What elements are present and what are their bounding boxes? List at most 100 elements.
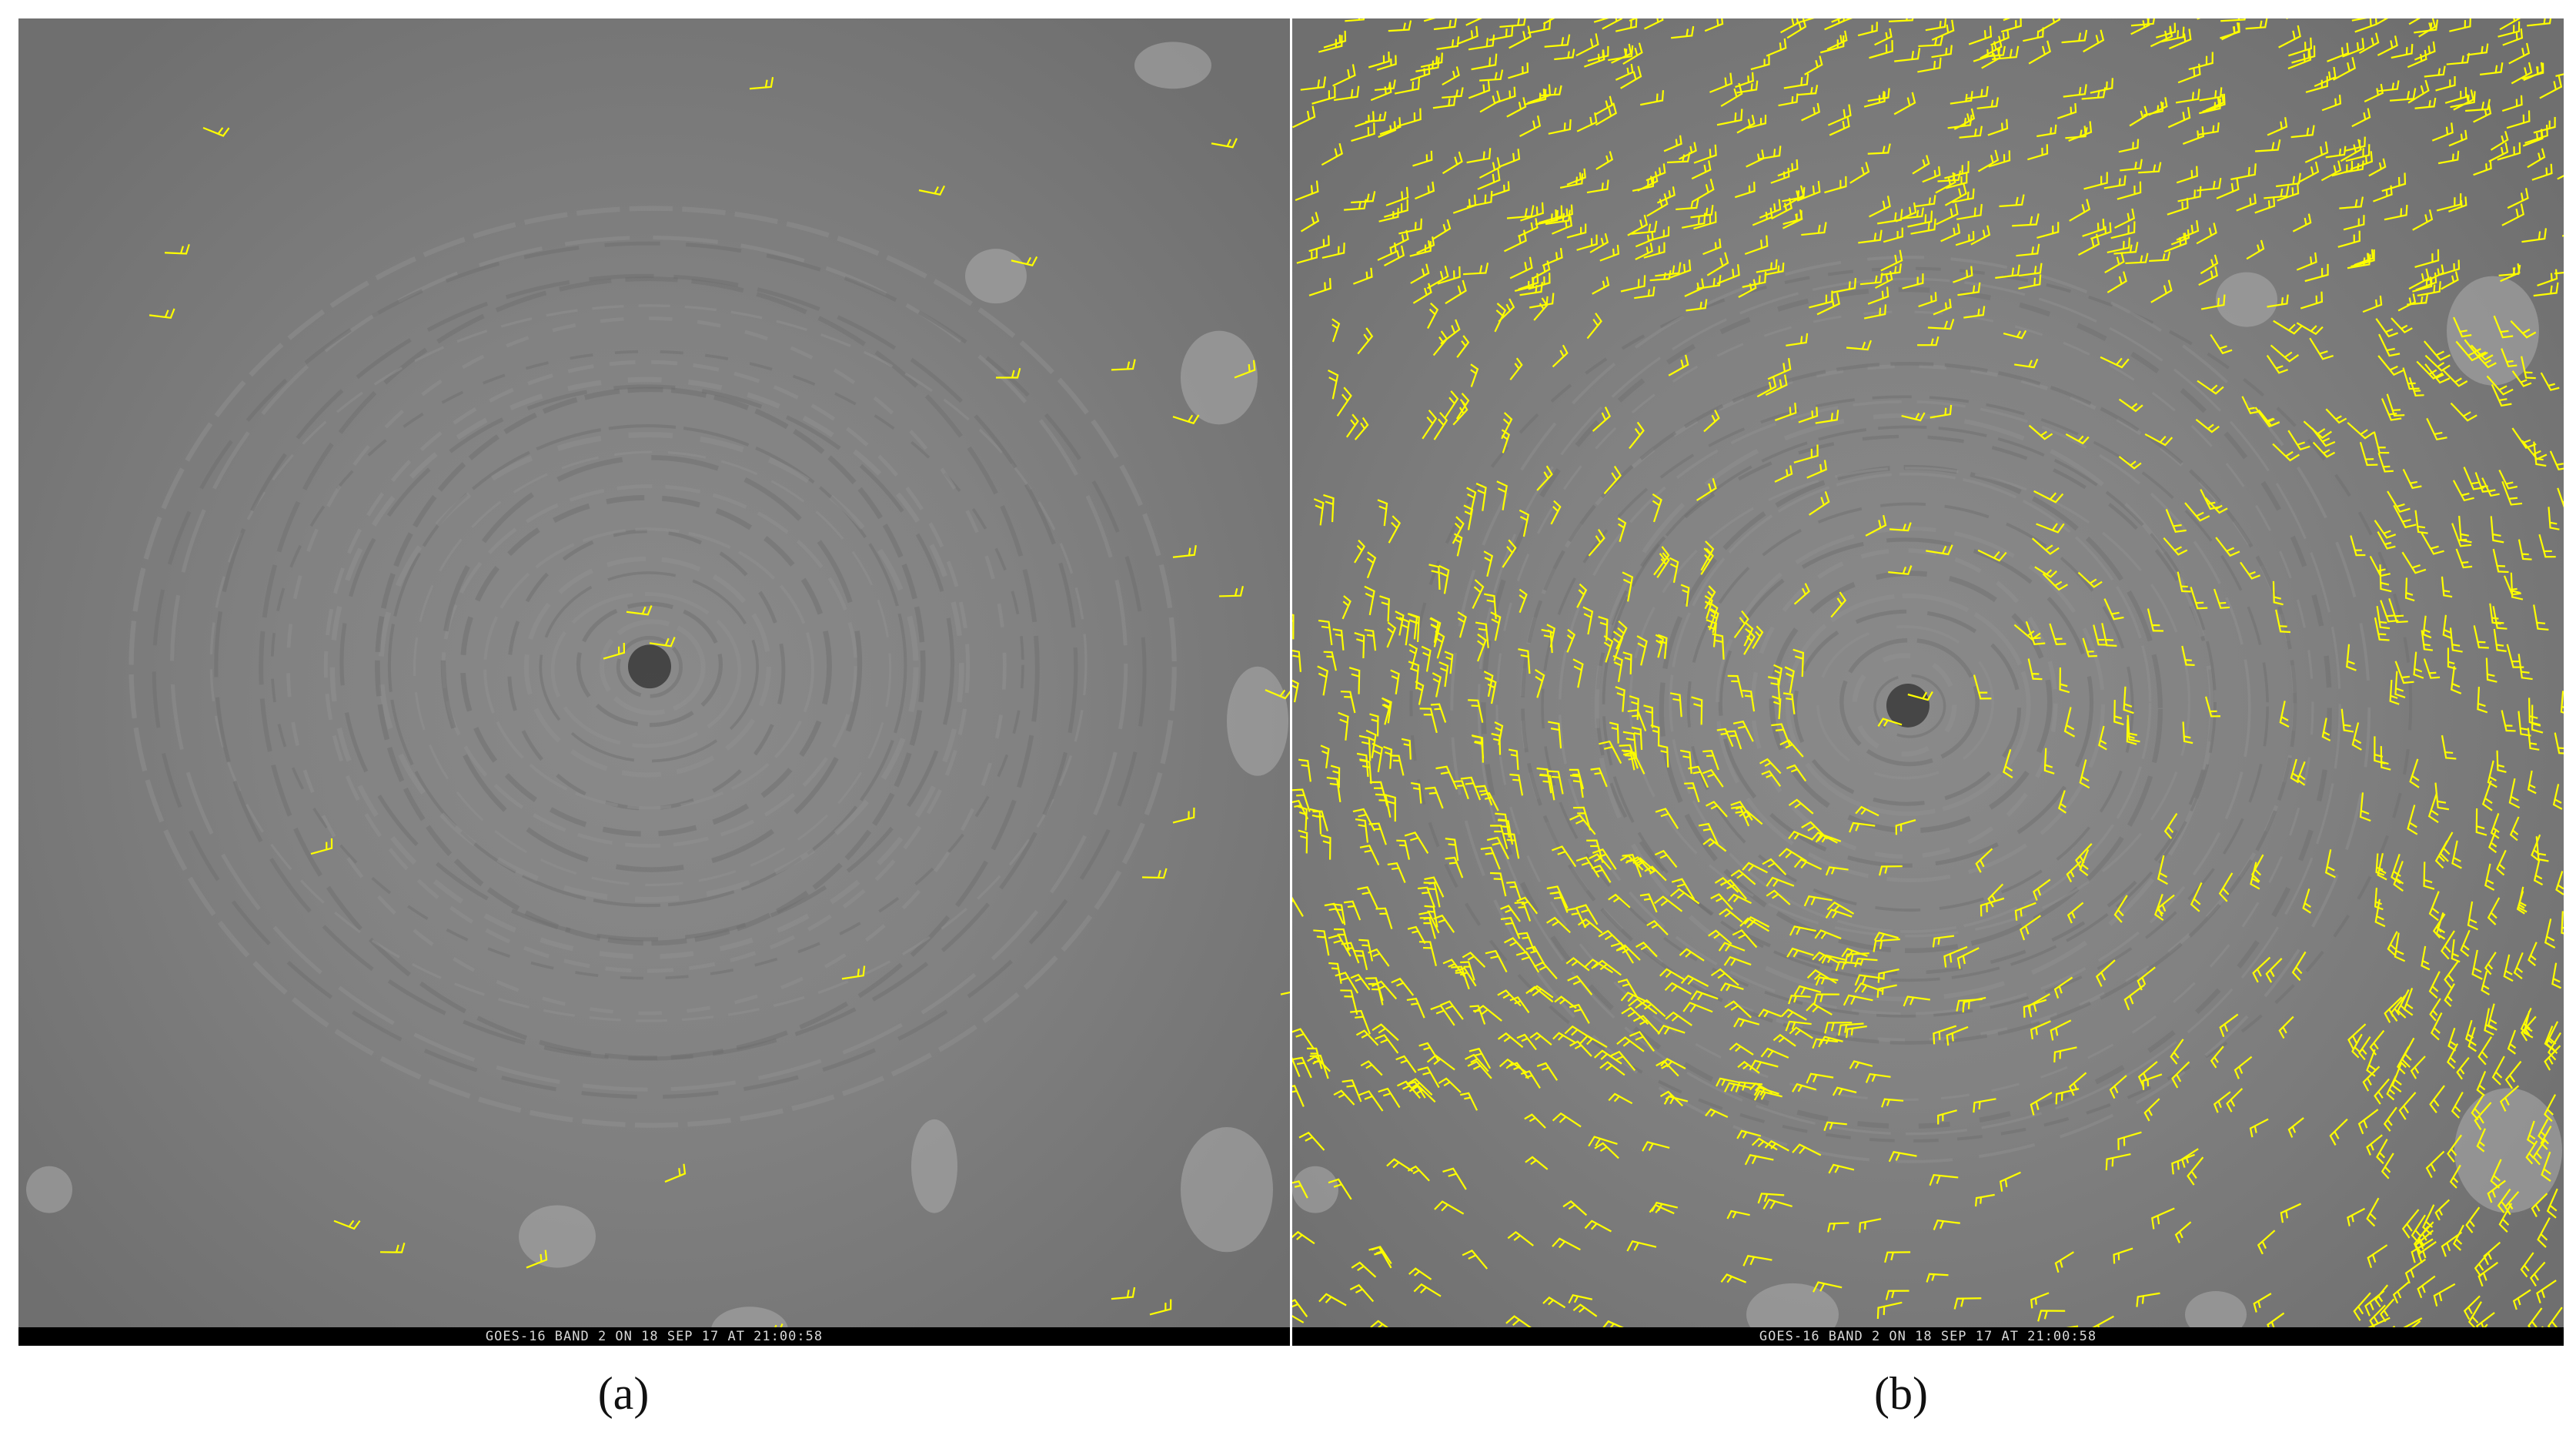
wind-barb [1912,155,1930,175]
wind-barb [2398,1092,2417,1120]
wind-barb [1292,1056,1301,1078]
wind-barb [1516,896,1539,915]
wind-barb [2456,1056,2470,1080]
wind-barb [2525,1140,2538,1165]
wind-barb [2432,913,2446,938]
wind-barb [2175,89,2200,104]
cumulus-cloud [1134,42,1211,89]
cumulus-cloud [2185,1291,2247,1327]
wind-barb [1354,632,1365,659]
wind-barb [2383,1106,2397,1132]
wind-barb [1615,63,1634,81]
wind-barb [2182,126,2204,145]
wind-barb [2358,1036,2371,1061]
wind-barb [2300,291,2324,309]
wind-barb [2150,279,2173,303]
wind-barb [1552,344,1569,368]
wind-barb [2003,749,2013,779]
wind-barb [1411,781,1422,804]
wind-barb [1498,298,1515,323]
wind-barb [1328,934,1351,957]
wind-barb [1455,967,1477,987]
wind-barb [2118,139,2140,153]
wind-barb [2489,603,2501,625]
wind-barb [1720,1273,1747,1283]
cloud-band [1686,502,2134,912]
wind-barb [1536,1062,1559,1081]
wind-barb [1460,961,1475,981]
wind-barb [1456,335,1470,358]
wind-barb [1719,982,1744,992]
wind-barb [1620,65,1642,89]
wind-barb [2490,131,2509,151]
wind-barb [2367,1244,2388,1269]
wind-barb [2374,617,2390,641]
wind-barb [1477,169,1501,190]
wind-barb [1351,191,1376,204]
cumulus-cloud [911,1119,957,1213]
wind-barb [1408,661,1420,690]
wind-barb [2325,146,2347,159]
wind-barb [1696,275,1722,290]
wind-barb [2196,222,2217,245]
wind-barb [1655,634,1665,658]
wind-barb [1460,776,1482,801]
wind-barb [2449,18,2471,32]
wind-barb [2245,18,2268,30]
wind-barb [2257,1230,2276,1255]
wind-barb [2544,1025,2554,1050]
wind-barb [1669,888,1700,905]
wind-barb [1011,256,1038,267]
wind-barb [2513,952,2524,979]
wind-barb [1970,225,1991,246]
wind-barb [1575,33,1599,57]
wind-barb [2506,110,2531,129]
wind-barb [1518,648,1531,674]
wind-barb [1828,1163,1855,1174]
wind-barb [1364,585,1375,616]
wind-barb [1766,876,1795,887]
wind-barb [1635,941,1658,958]
cloud-band [1558,400,2251,1015]
wind-barb [2077,571,2103,588]
wind-barb [1757,1193,1785,1204]
wind-barb [2069,199,2091,222]
wind-barb [1559,173,1584,189]
wind-barb [1885,1290,1909,1300]
wind-barb [2174,1221,2192,1243]
wind-barb [1823,1121,1847,1132]
wind-barb [1733,1017,1760,1028]
wind-barb [1835,961,1861,972]
wind-barb [1616,1036,1645,1052]
wind-barb [1463,504,1474,530]
wind-barb [2477,1035,2493,1066]
wind-barb [1523,89,1547,106]
wind-barb [2475,1312,2495,1327]
wind-barb [1536,465,1553,491]
wind-barb [1396,108,1422,128]
wind-barb [2423,658,2441,679]
wind-barb [1525,1156,1549,1170]
wind-barb [1616,944,1641,961]
wind-barb [2404,577,2415,602]
wind-barb [2439,259,2461,276]
wind-barb [1419,917,1436,939]
wind-barb [1973,1098,1996,1113]
wind-barb [1524,1113,1546,1129]
wind-barb [1867,286,1889,305]
wind-barb [1688,765,1709,788]
wind-barb [2501,348,2518,368]
wind-barb [1296,248,1318,264]
wind-barb [1307,1047,1323,1069]
wind-barb [1576,583,1588,608]
wind-barb [1509,25,1532,49]
cloud-band [440,455,863,872]
wind-barb [2190,882,2203,912]
wind-barb [1328,370,1339,400]
wind-barb [2366,1049,2376,1077]
wind-barb [1729,1042,1754,1056]
wind-barb [1465,1053,1489,1072]
wind-barb [1806,460,1827,479]
wind-barb [2531,834,2541,862]
wind-barb [1665,1011,1692,1026]
